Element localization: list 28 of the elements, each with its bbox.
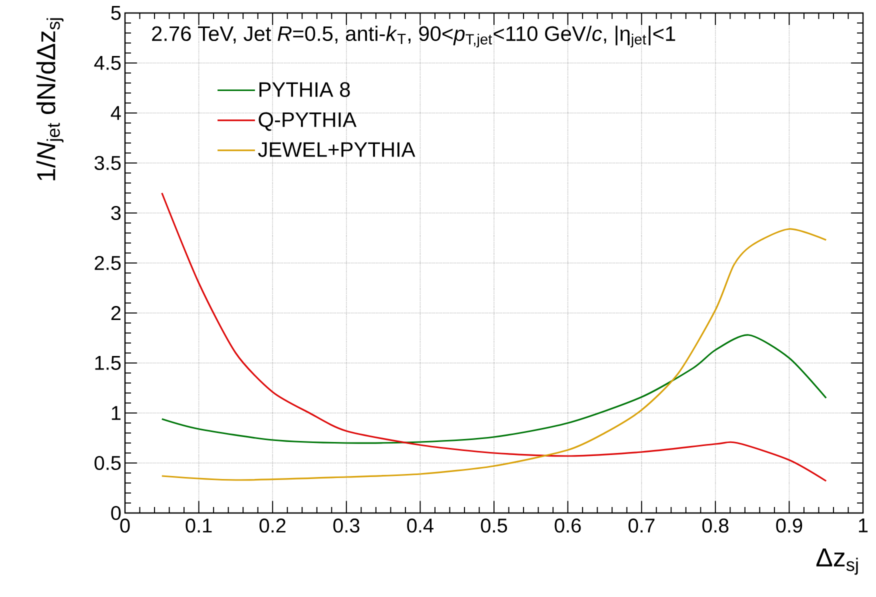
x-tick-label: 0.7	[628, 518, 654, 533]
chart-title: 2.76 TeV, Jet R=0.5, anti-k$_{T}$, 90<p$_{T,jet}$<110 GeV/c, |η$_{jet}$|<1	[152, 26, 676, 48]
x-tick-label: 0	[120, 518, 130, 533]
x-tick-label: 0.5	[480, 518, 508, 533]
x-tick-label: 0.9	[776, 518, 802, 533]
x-axis-title: Δz$_{sj}$	[816, 548, 858, 575]
legend-label: PYTHIA 8	[259, 82, 350, 97]
y-tick-label: 4.5	[94, 56, 121, 70]
x-tick-label: 0.1	[186, 518, 212, 533]
x-tick-label: 0.8	[702, 518, 728, 533]
y-tick-label: 5	[111, 6, 121, 20]
y-tick-label: 2	[111, 306, 120, 320]
y-tick-label: 2.5	[94, 256, 121, 270]
legend-label: JEWEL+PYTHIA	[258, 142, 416, 157]
x-tick-label: 0.4	[407, 518, 434, 533]
x-tick-label: 0.6	[554, 518, 581, 533]
y-tick-label: 3.5	[94, 156, 121, 170]
x-tick-label: 1	[858, 518, 868, 532]
y-tick-label: 4	[110, 106, 121, 120]
x-tick-label: 0.2	[260, 518, 286, 533]
y-tick-label: 0.5	[94, 456, 121, 470]
y-tick-label: 0	[111, 506, 121, 520]
y-axis-title: 1/N$_{jet}$ dN/dΔz$_{sj}$	[36, 18, 64, 180]
y-tick-label: 1	[112, 406, 121, 420]
x-tick-label: 0.3	[333, 518, 360, 533]
y-tick-label: 3	[111, 206, 121, 220]
legend-label: Q-PYTHIA	[258, 112, 357, 131]
y-tick-label: 1.5	[95, 356, 121, 370]
